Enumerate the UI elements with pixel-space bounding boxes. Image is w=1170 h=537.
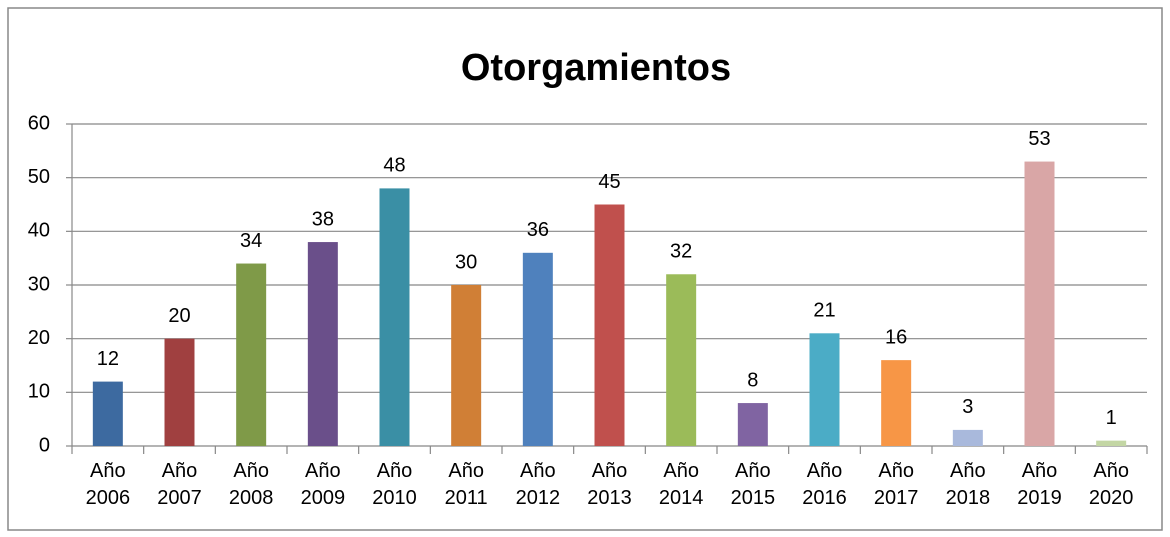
bar — [737, 403, 768, 446]
x-tick-label: Año 2016 — [802, 460, 847, 509]
value-label: 32 — [670, 241, 692, 263]
x-tick-label: Año 2009 — [300, 460, 346, 509]
x-tick-label: Año 2006 — [85, 460, 131, 509]
bar — [952, 429, 983, 446]
x-tick-label: Año 2020 — [1088, 460, 1134, 509]
x-tick-label: Año 2007 — [157, 460, 202, 509]
bar — [1096, 440, 1127, 446]
bar — [236, 263, 267, 446]
value-label: 38 — [312, 208, 334, 230]
value-label: 12 — [97, 348, 119, 370]
x-tick-label: Año 2019 — [1017, 460, 1062, 509]
chart-title: Otorgamientos — [461, 47, 731, 89]
value-label: 21 — [813, 300, 835, 322]
bar — [809, 333, 840, 446]
bar — [594, 204, 625, 446]
x-tick-label: Año 2013 — [587, 460, 632, 509]
x-tick-label: Año 2011 — [444, 460, 488, 509]
y-tick-label: 60 — [28, 112, 50, 134]
x-tick-label: Año 2008 — [228, 460, 274, 509]
value-label: 8 — [747, 369, 758, 391]
value-label: 16 — [885, 326, 907, 348]
x-tick-label: Año 2010 — [372, 460, 417, 509]
y-tick-label: 30 — [28, 273, 50, 295]
y-tick-label: 50 — [28, 166, 50, 188]
x-tick-label: Año 2018 — [945, 460, 991, 509]
y-tick-label: 20 — [28, 327, 50, 349]
bar — [522, 252, 553, 446]
bar — [881, 360, 912, 446]
value-label: 53 — [1028, 128, 1050, 150]
y-tick-label: 40 — [28, 220, 50, 242]
value-label: 3 — [962, 396, 973, 418]
value-label: 36 — [527, 219, 549, 241]
x-tick-label: Año 2012 — [515, 460, 561, 509]
value-label: 34 — [240, 230, 262, 252]
bar — [164, 338, 195, 446]
bar — [1024, 161, 1055, 447]
bar — [666, 274, 697, 446]
value-label: 45 — [598, 171, 620, 193]
x-tick-label: Año 2017 — [873, 460, 919, 509]
value-label: 1 — [1106, 407, 1117, 429]
value-label: 48 — [383, 155, 405, 177]
bar — [92, 381, 123, 446]
bar — [379, 188, 410, 446]
bar — [307, 242, 338, 446]
value-label: 30 — [455, 251, 477, 273]
bar — [451, 285, 482, 446]
y-tick-label: 10 — [28, 381, 50, 403]
y-tick-label: 0 — [39, 434, 50, 456]
x-tick-label: Año 2015 — [730, 460, 776, 509]
value-label: 20 — [168, 305, 190, 327]
x-tick-label: Año 2014 — [658, 460, 704, 509]
